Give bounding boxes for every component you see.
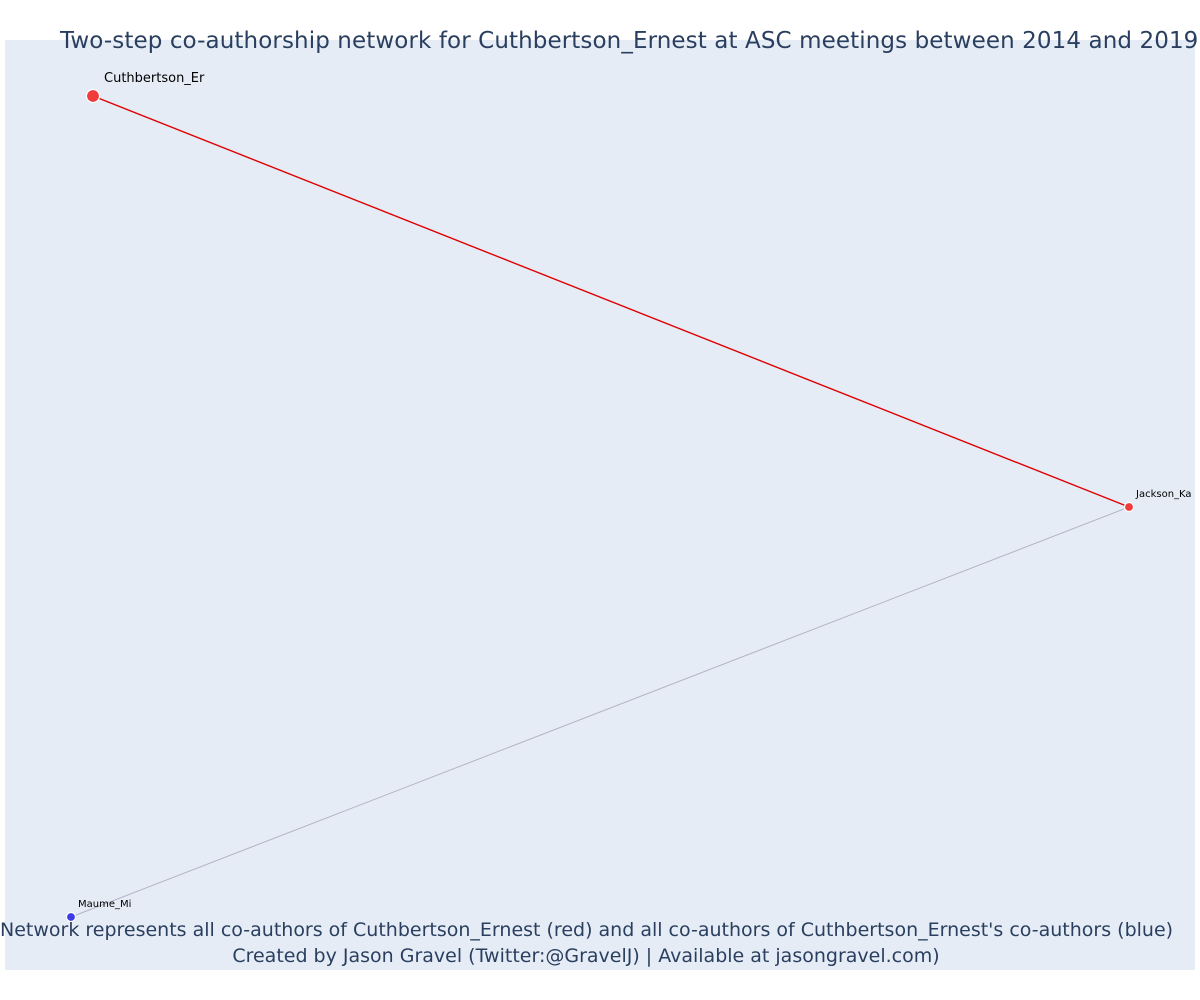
node-label-maume: Maume_Mi	[78, 899, 131, 910]
node-jackson[interactable]	[1123, 501, 1135, 513]
node-cuthbertson[interactable]	[85, 88, 101, 104]
nodes-layer	[65, 88, 1135, 923]
caption-description: Network represents all co-authors of Cut…	[0, 919, 1174, 941]
chart-title: Two-step co-authorship network for Cuthb…	[60, 28, 1199, 54]
caption-credit: Created by Jason Gravel (Twitter:@Gravel…	[232, 945, 940, 967]
edge-cuthbertson-jackson	[92, 95, 1130, 508]
plot-area	[5, 40, 1195, 970]
node-label-cuthbertson: Cuthbertson_Er	[104, 71, 205, 86]
node-maume[interactable]	[65, 911, 77, 923]
edge-jackson-maume	[70, 506, 1130, 918]
node-label-jackson: Jackson_Ka	[1135, 489, 1192, 500]
labels-layer: Cuthbertson_Er Jackson_Ka Maume_Mi	[78, 71, 1192, 910]
edges-layer	[70, 95, 1130, 918]
